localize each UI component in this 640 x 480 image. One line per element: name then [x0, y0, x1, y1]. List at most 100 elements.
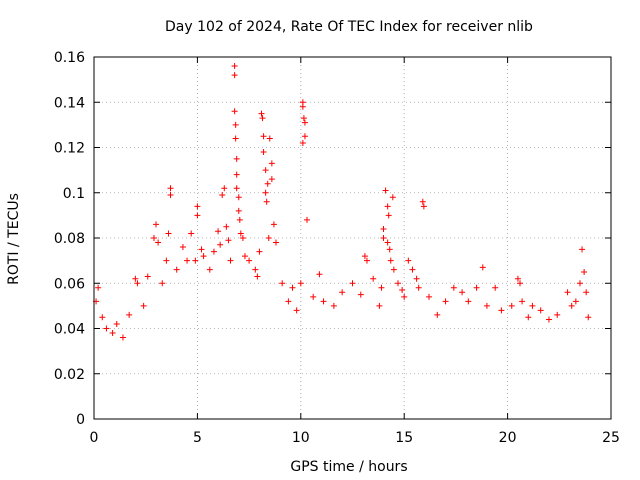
x-axis-label: GPS time / hours — [290, 459, 407, 475]
data-point — [465, 298, 472, 305]
data-point — [320, 298, 327, 305]
y-tick-label: 0.02 — [54, 367, 85, 383]
data-point — [233, 155, 240, 162]
data-point — [262, 189, 269, 196]
y-axis-label: ROTI / TECUs — [6, 193, 22, 285]
data-point — [194, 212, 201, 219]
data-point — [140, 302, 147, 309]
data-point — [200, 253, 207, 260]
data-point — [173, 266, 180, 273]
data-point — [119, 334, 126, 341]
data-point — [508, 302, 515, 309]
data-point — [415, 284, 422, 291]
x-tick-label: 20 — [499, 430, 517, 446]
data-point — [576, 280, 583, 287]
data-point — [401, 293, 408, 300]
data-point — [285, 298, 292, 305]
data-point — [498, 307, 505, 314]
data-point — [167, 192, 174, 199]
data-point — [380, 225, 387, 232]
data-point — [113, 320, 120, 327]
data-point — [293, 307, 300, 314]
data-point — [109, 330, 116, 337]
data-point — [442, 298, 449, 305]
data-point — [132, 275, 139, 282]
data-point — [159, 280, 166, 287]
y-tick-label: 0.04 — [54, 322, 85, 338]
data-point — [150, 235, 157, 241]
data-point — [409, 266, 416, 273]
data-point — [256, 248, 263, 255]
data-point — [198, 246, 205, 253]
data-point — [330, 302, 337, 309]
data-point — [299, 139, 306, 146]
data-point — [210, 248, 217, 255]
data-point — [231, 72, 238, 79]
data-point — [301, 133, 308, 140]
data-point — [223, 223, 230, 230]
data-point — [361, 253, 368, 260]
data-point — [519, 298, 526, 305]
x-tick-label: 15 — [395, 430, 413, 446]
data-point — [231, 108, 238, 115]
data-point — [194, 203, 201, 210]
data-point — [227, 257, 234, 264]
data-point — [225, 237, 232, 244]
grid-lines — [94, 57, 611, 419]
data-point — [188, 230, 195, 237]
data-point — [297, 280, 304, 287]
data-point — [260, 133, 267, 140]
data-point — [270, 221, 277, 228]
data-point — [167, 185, 174, 192]
data-point — [126, 311, 133, 318]
data-point — [459, 289, 466, 296]
data-point — [95, 284, 102, 291]
data-point — [378, 284, 385, 291]
data-point — [492, 284, 499, 291]
data-point — [192, 257, 199, 264]
data-point — [568, 302, 575, 309]
data-point — [450, 284, 457, 291]
data-point — [387, 257, 394, 264]
data-point — [572, 298, 579, 305]
data-point — [363, 257, 370, 264]
data-point — [231, 63, 238, 70]
data-point — [264, 180, 271, 187]
data-point — [235, 194, 242, 201]
data-point — [232, 135, 239, 142]
x-tick-label: 10 — [292, 430, 310, 446]
data-point — [537, 307, 544, 314]
data-point — [206, 266, 213, 273]
data-point — [299, 103, 306, 110]
data-point — [419, 198, 426, 205]
data-point — [316, 271, 323, 278]
x-tick-label: 0 — [90, 430, 99, 446]
data-point — [103, 325, 110, 332]
data-point — [254, 273, 261, 280]
data-point — [405, 257, 412, 264]
data-point — [382, 187, 389, 194]
data-point — [304, 216, 311, 223]
data-point — [370, 275, 377, 282]
data-point — [258, 110, 265, 117]
data-point — [357, 291, 364, 298]
data-point — [232, 121, 239, 128]
x-axis-ticks: 0 5 10 15 20 25 — [90, 57, 620, 446]
data-point — [339, 289, 346, 296]
data-point — [434, 311, 441, 318]
data-point — [376, 302, 383, 309]
data-point — [163, 257, 170, 264]
data-point — [184, 257, 191, 264]
data-point — [236, 216, 243, 223]
y-tick-label: 0.08 — [54, 231, 85, 247]
data-point — [239, 235, 246, 241]
data-point — [420, 203, 427, 210]
data-point — [215, 228, 222, 235]
y-tick-label: 0.14 — [54, 95, 85, 111]
x-tick-label: 5 — [193, 430, 202, 446]
data-point — [219, 192, 226, 199]
data-point — [554, 311, 561, 318]
data-point — [263, 198, 270, 205]
data-point — [262, 167, 269, 174]
data-point — [384, 203, 391, 210]
